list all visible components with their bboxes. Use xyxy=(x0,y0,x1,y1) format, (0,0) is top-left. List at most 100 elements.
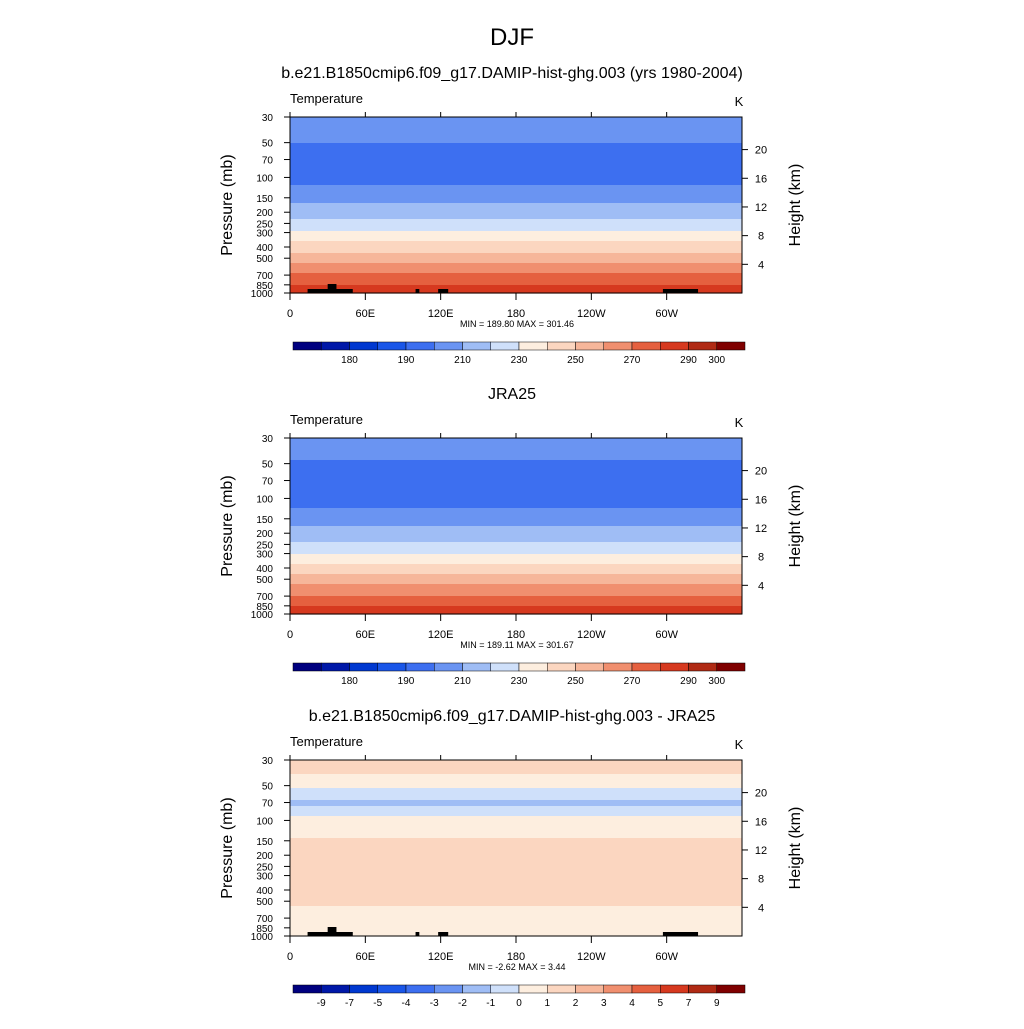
colorbar-swatch xyxy=(490,662,520,672)
contour-band xyxy=(290,247,742,250)
x-tick-label: 60E xyxy=(356,951,376,963)
contour-band xyxy=(290,195,742,198)
colorbar-swatch xyxy=(660,984,689,994)
contour-band xyxy=(290,540,742,543)
colorbar-swatch xyxy=(462,341,491,351)
colorbar-swatch xyxy=(321,341,350,351)
y-tick-label: 850 xyxy=(256,602,273,613)
variable-label: Temperature xyxy=(290,412,363,427)
contour-band xyxy=(290,908,742,911)
contour-band xyxy=(290,474,742,477)
contour-band xyxy=(290,251,742,254)
y-right-tick-label: 20 xyxy=(755,788,767,800)
contour-band xyxy=(290,141,742,144)
colorbar-label: 180 xyxy=(341,676,358,687)
contour-band xyxy=(290,484,742,487)
colorbar-label: 250 xyxy=(567,676,584,687)
stats-text: MIN = 189.80 MAX = 301.46 xyxy=(460,319,574,329)
contour-band xyxy=(290,442,742,445)
colorbar-swatch xyxy=(547,341,576,351)
contour-band xyxy=(290,145,742,148)
contour-band xyxy=(290,291,742,294)
contour-band xyxy=(290,878,742,881)
contour-band xyxy=(290,818,742,821)
contour-band xyxy=(290,872,742,875)
y-tick-label: 850 xyxy=(256,924,273,935)
contour-band xyxy=(290,538,742,541)
contour-band xyxy=(290,778,742,781)
contour-band xyxy=(290,926,742,929)
units-label: K xyxy=(735,415,744,430)
contour-band xyxy=(290,800,742,803)
contour-band xyxy=(290,492,742,495)
contour-band xyxy=(290,279,742,282)
contour-band xyxy=(290,205,742,208)
contour-band xyxy=(290,460,742,463)
colorbar-swatch xyxy=(377,341,407,351)
y-axis-title: Pressure (mb) xyxy=(219,154,236,255)
contour-band xyxy=(290,201,742,204)
contour-band xyxy=(290,776,742,779)
figure-title: DJF xyxy=(490,24,534,51)
contour-band xyxy=(290,249,742,252)
colorbar-swatch xyxy=(631,662,661,672)
colorbar-label: -7 xyxy=(345,998,354,1009)
contour-fill xyxy=(290,117,742,294)
contour-band xyxy=(290,137,742,140)
panel-title: JRA25 xyxy=(488,386,536,403)
contour-band xyxy=(290,932,742,935)
contour-band xyxy=(290,590,742,593)
contour-band xyxy=(290,534,742,537)
x-tick-label: 60W xyxy=(655,951,678,963)
colorbar-swatch xyxy=(434,984,463,994)
contour-band xyxy=(290,478,742,481)
contour-band xyxy=(290,854,742,857)
contour-band xyxy=(290,770,742,773)
contour-band xyxy=(290,151,742,154)
contour-band xyxy=(290,916,742,919)
colorbar-swatch xyxy=(688,341,717,351)
colorbar-swatch xyxy=(631,341,661,351)
y-tick-label: 50 xyxy=(262,782,274,793)
contour-band xyxy=(290,506,742,509)
contour-band xyxy=(290,468,742,471)
colorbar-label: 3 xyxy=(601,998,607,1009)
y-tick-label: 150 xyxy=(256,194,273,205)
contour-band xyxy=(290,215,742,218)
contour-band xyxy=(290,462,742,465)
contour-band xyxy=(290,842,742,845)
contour-band xyxy=(290,598,742,601)
topography-peak xyxy=(327,284,337,293)
contour-band xyxy=(290,181,742,184)
y-right-tick-label: 16 xyxy=(755,173,767,185)
contour-band xyxy=(290,924,742,927)
contour-band xyxy=(290,490,742,493)
contour-band xyxy=(290,612,742,615)
y-right-tick-label: 4 xyxy=(758,259,764,271)
contour-band xyxy=(290,502,742,505)
y-right-axis-title: Height (km) xyxy=(787,164,804,247)
contour-band xyxy=(290,133,742,136)
contour-band xyxy=(290,211,742,214)
x-tick-label: 0 xyxy=(287,308,293,320)
colorbar-label: 270 xyxy=(624,355,641,366)
topography-block xyxy=(438,289,449,293)
contour-band xyxy=(290,526,742,529)
contour-band xyxy=(290,257,742,260)
contour-band xyxy=(290,281,742,284)
colorbar-swatch xyxy=(716,662,746,672)
contour-band xyxy=(290,171,742,174)
contour-band xyxy=(290,237,742,240)
contour-band xyxy=(290,580,742,583)
colorbar-swatch xyxy=(292,662,322,672)
topography-peak xyxy=(327,927,337,936)
contour-band xyxy=(290,568,742,571)
colorbar-swatch xyxy=(292,341,322,351)
x-tick-label: 180 xyxy=(507,629,525,641)
panel-title: b.e21.B1850cmip6.f09_g17.DAMIP-hist-ghg.… xyxy=(281,65,743,82)
contour-band xyxy=(290,466,742,469)
contour-band xyxy=(290,476,742,479)
colorbar-swatch xyxy=(321,662,350,672)
colorbar-swatch xyxy=(631,984,661,994)
contour-fill xyxy=(290,438,742,615)
